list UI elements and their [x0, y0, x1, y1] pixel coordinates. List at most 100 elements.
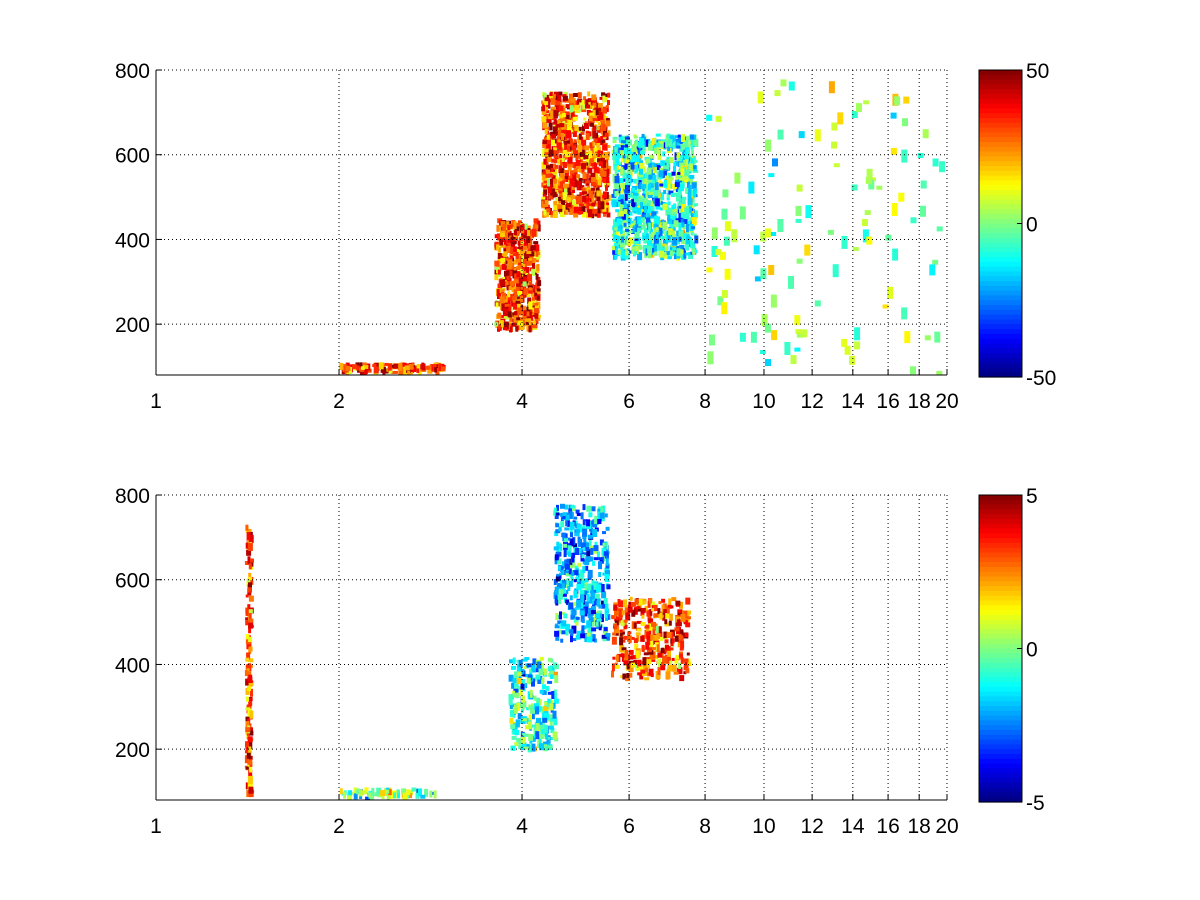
- x-tick-label: 10: [752, 390, 775, 413]
- colorbar-segment: [979, 706, 1022, 712]
- heatmap-cell: [616, 161, 620, 170]
- heatmap-cell: [503, 251, 508, 258]
- heatmap-cell: [554, 623, 558, 627]
- heatmap-cell: [535, 258, 539, 263]
- heatmap-cell: [533, 218, 539, 224]
- heatmap-cell: [602, 572, 606, 576]
- heatmap-cell: [584, 197, 590, 203]
- heatmap-cell: [805, 205, 812, 219]
- heatmap-cell: [592, 208, 598, 214]
- colorbar-segment: [979, 792, 1022, 798]
- heatmap-cell: [517, 713, 522, 720]
- colorbar-segment: [979, 70, 1022, 76]
- heatmap-cell: [632, 204, 638, 212]
- heatmap-cell: [687, 144, 691, 148]
- colorbar-segment: [979, 619, 1022, 626]
- heatmap-cell: [667, 183, 671, 190]
- heatmap-cell: [525, 321, 529, 325]
- heatmap-cell: [596, 194, 601, 202]
- heatmap-cell: [611, 193, 617, 198]
- heatmap-cell: [682, 199, 686, 205]
- heatmap-cell: [676, 145, 681, 149]
- heatmap-cell: [674, 627, 680, 632]
- heatmap-cell: [579, 569, 585, 578]
- heatmap-cell: [721, 302, 728, 315]
- colorbar-segment: [979, 696, 1022, 702]
- heatmap-cell: [688, 252, 694, 259]
- heatmap-cell: [500, 289, 505, 293]
- heatmap-cell: [617, 249, 621, 255]
- heatmap-cell: [646, 635, 652, 641]
- heatmap-cell: [654, 221, 659, 228]
- heatmap-cell: [532, 299, 536, 303]
- heatmap-cell: [605, 569, 610, 576]
- heatmap-cell: [248, 534, 254, 543]
- heatmap-cell: [380, 790, 386, 797]
- heatmap-cell: [576, 583, 582, 590]
- heatmap-cell: [661, 192, 665, 201]
- heatmap-cell: [364, 787, 369, 792]
- heatmap-cell: [628, 174, 632, 180]
- heatmap-cell: [513, 279, 519, 284]
- colorbar-segment: [979, 523, 1022, 530]
- heatmap-cell: [796, 258, 803, 264]
- heatmap-cell: [615, 158, 620, 166]
- heatmap-cell: [594, 172, 598, 179]
- heatmap-cell: [548, 699, 552, 707]
- heatmap-cell: [676, 157, 682, 162]
- heatmap-cell: [654, 215, 659, 224]
- heatmap-cell: [624, 607, 629, 613]
- heatmap-cell: [623, 203, 629, 211]
- heatmap-cell: [693, 165, 697, 170]
- heatmap-cell: [497, 312, 502, 318]
- heatmap-cell: [527, 274, 532, 282]
- heatmap-cell: [546, 139, 551, 144]
- heatmap-cell: [568, 629, 573, 634]
- heatmap-cell: [248, 786, 254, 794]
- heatmap-cell: [647, 200, 651, 206]
- heatmap-cell: [604, 182, 608, 188]
- heatmap-cell: [402, 792, 408, 800]
- heatmap-cell: [620, 183, 626, 188]
- heatmap-cell: [561, 113, 566, 118]
- x-tick-label: 16: [876, 390, 899, 413]
- heatmap-cell: [934, 331, 941, 343]
- x-tick-label: 4: [516, 815, 528, 838]
- heatmap-cell: [672, 234, 677, 241]
- heatmap-cell: [734, 172, 741, 184]
- heatmap-cell: [531, 712, 535, 720]
- heatmap-cell: [605, 145, 611, 148]
- heatmap-cell: [668, 139, 673, 148]
- heatmap-cell: [688, 184, 692, 193]
- heatmap-cell: [584, 123, 589, 129]
- heatmap-cell: [416, 365, 420, 373]
- heatmap-cell: [653, 244, 657, 252]
- heatmap-cell: [634, 251, 637, 255]
- heatmap-cell: [533, 241, 539, 245]
- heatmap-cell: [573, 590, 578, 599]
- heatmap-cell: [602, 170, 607, 177]
- heatmap-cell: [629, 211, 633, 216]
- heatmap-cell: [588, 512, 593, 518]
- heatmap-cell: [768, 265, 775, 275]
- heatmap-cell: [644, 624, 650, 629]
- colorbar-segment: [979, 84, 1022, 90]
- heatmap-cell: [520, 284, 524, 291]
- x-tick-label: 16: [876, 815, 899, 838]
- heatmap-cell: [618, 197, 623, 200]
- heatmap-cell: [581, 100, 585, 105]
- heatmap-cell: [683, 248, 686, 255]
- heatmap-cell: [658, 243, 663, 249]
- heatmap-cell: [545, 733, 549, 740]
- colorbar-segment: [979, 290, 1022, 297]
- heatmap-cell: [569, 138, 573, 147]
- heatmap-cell: [594, 593, 600, 599]
- heatmap-cell: [547, 691, 553, 695]
- heatmap-cell: [553, 114, 558, 119]
- heatmap-cell: [562, 123, 567, 130]
- heatmap-cell: [641, 600, 647, 605]
- heatmap-cell: [582, 525, 586, 530]
- heatmap-cell: [542, 121, 548, 129]
- heatmap-cell: [627, 631, 632, 635]
- heatmap-cell: [679, 157, 683, 162]
